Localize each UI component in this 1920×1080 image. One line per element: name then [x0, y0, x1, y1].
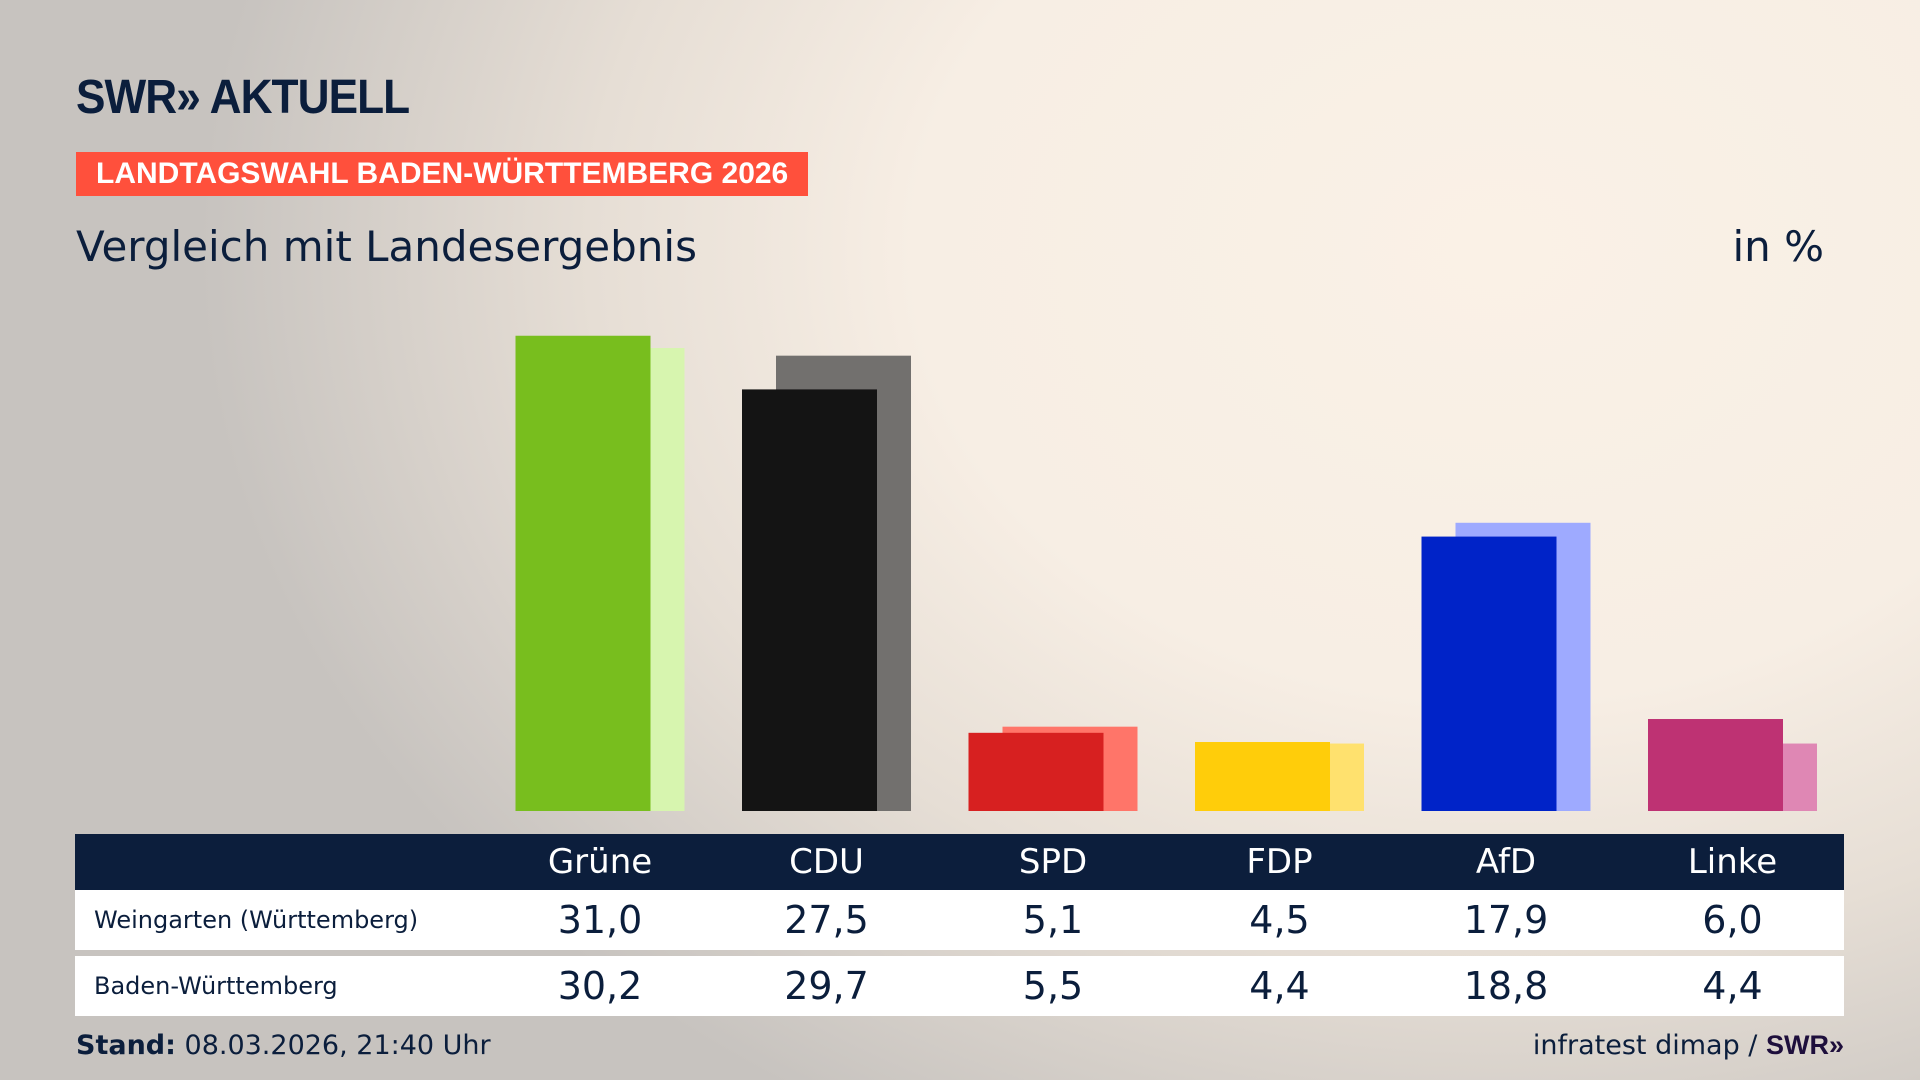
chart-subtitle: Vergleich mit Landesergebnis [76, 222, 697, 271]
bar-local-cdu [742, 389, 877, 811]
value-cell: 4,5 [1249, 898, 1310, 942]
row-label: Baden-Württemberg [94, 972, 338, 1000]
table-row: Weingarten (Württemberg) 31,0 27,5 5,1 4… [75, 890, 1844, 950]
table-header: Grüne CDU SPD FDP AfD Linke [75, 834, 1844, 890]
bar-local-afd [1421, 536, 1557, 811]
stand-value: 08.03.2026, 21:40 Uhr [184, 1030, 491, 1061]
value-cell: 30,2 [557, 964, 643, 1008]
value-cell: 4,4 [1702, 964, 1763, 1008]
value-cell: 6,0 [1702, 898, 1763, 942]
source-text: infratest dimap / [1532, 1030, 1766, 1061]
row-label: Weingarten (Württemberg) [94, 906, 419, 934]
unit-label: in % [1732, 222, 1824, 271]
value-cell: 5,5 [1022, 964, 1084, 1008]
bar-local-fdp [1195, 742, 1330, 811]
bar-local-grüne [515, 335, 651, 811]
party-header: CDU [789, 842, 864, 882]
value-cell: 4,4 [1249, 964, 1310, 1008]
value-cell: 27,5 [784, 898, 869, 942]
party-header: Linke [1687, 842, 1778, 882]
party-header: AfD [1475, 842, 1537, 882]
value-cell: 17,9 [1463, 898, 1549, 942]
bar-local-spd [968, 732, 1104, 811]
source: infratest dimap / SWR» [1533, 1030, 1844, 1061]
swr-aktuell-logo: SWR» AKTUELL [76, 71, 410, 124]
election-banner: LANDTAGSWAHL BADEN-WÜRTTEMBERG 2026 [76, 152, 809, 196]
stand-label: Stand: [76, 1030, 176, 1061]
value-cell: 18,8 [1463, 964, 1549, 1008]
party-header: SPD [1018, 842, 1088, 882]
value-cell: 29,7 [784, 964, 869, 1008]
value-cell: 5,1 [1022, 898, 1084, 942]
party-header: FDP [1246, 842, 1313, 882]
results-table: Grüne CDU SPD FDP AfD Linke Weingarten (… [75, 834, 1844, 1016]
party-header: Grüne [547, 842, 653, 882]
timestamp: Stand: 08.03.2026, 21:40 Uhr [76, 1030, 491, 1061]
table-row: Baden-Württemberg 30,2 29,7 5,5 4,4 18,8… [75, 956, 1844, 1016]
bar-chart [515, 335, 1817, 811]
value-cell: 31,0 [557, 898, 643, 942]
bar-local-linke [1648, 719, 1783, 811]
swr-logo-small: SWR» [1765, 1030, 1844, 1060]
